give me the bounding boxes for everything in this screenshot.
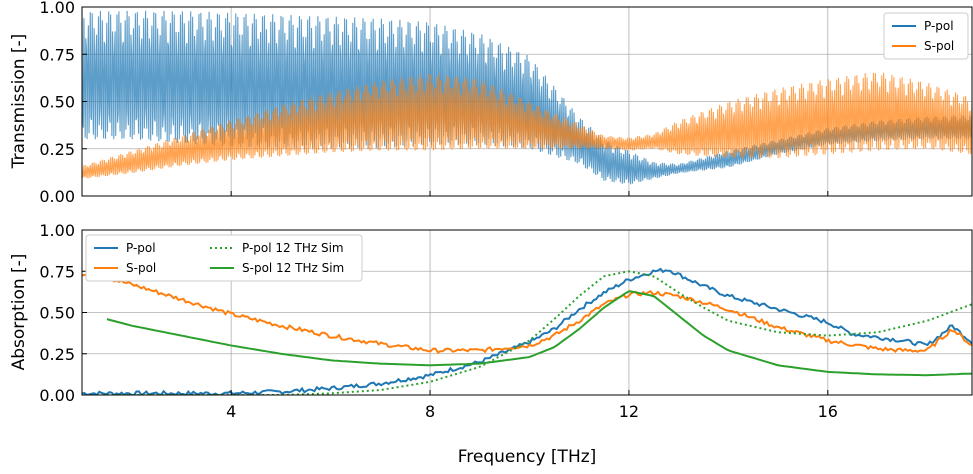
y-tick-label: 0.50 (39, 93, 75, 112)
transmission-legend: P-pol S-pol (883, 12, 969, 60)
y-tick-label: 0.00 (39, 386, 75, 405)
x-tick-label: 8 (425, 402, 435, 421)
legend-box (883, 12, 969, 60)
y-tick-label: 0.25 (39, 140, 75, 159)
y-tick-label: 0.00 (39, 187, 75, 206)
y-tick-label: 0.75 (39, 45, 75, 64)
x-tick-label: 4 (226, 402, 236, 421)
transmission-y-axis-label: Transmission [-] (9, 34, 29, 170)
legend-label-p-pol: P-pol (924, 19, 954, 33)
x-tick-label: 16 (818, 402, 838, 421)
y-tick-label: 1.00 (39, 0, 75, 17)
series-line-p-pol-12-thz-sim (106, 270, 972, 395)
transmission-y-ticks: 0.00 0.25 0.50 0.75 1.00 (39, 0, 87, 206)
series-line-p-pol (82, 267, 972, 395)
legend-label-s-pol: S-pol (126, 261, 156, 275)
y-tick-label: 0.75 (39, 262, 75, 281)
absorption-y-axis-label: Absorption [-] (9, 254, 29, 371)
y-tick-label: 1.00 (39, 221, 75, 240)
y-tick-label: 0.50 (39, 304, 75, 323)
legend-label-s-pol: S-pol (924, 39, 954, 53)
absorption-legend: P-pol S-pol P-pol 12 THz Sim S-pol 12 TH… (85, 234, 363, 282)
y-tick-label: 0.25 (39, 345, 75, 364)
transmission-series (82, 10, 972, 185)
legend-label-s-pol-sim: S-pol 12 THz Sim (242, 261, 344, 275)
series-line-s-pol (82, 72, 972, 179)
legend-label-p-pol-sim: P-pol 12 THz Sim (242, 241, 344, 255)
absorption-x-ticks: 4 8 12 16 (226, 390, 838, 421)
x-axis-label: Frequency [THz] (458, 447, 597, 467)
absorption-y-ticks: 0.00 0.25 0.50 0.75 1.00 (39, 221, 87, 405)
legend-label-p-pol: P-pol (126, 241, 156, 255)
absorption-series (82, 267, 972, 395)
series-line-s-pol-12-thz-sim (106, 290, 972, 377)
absorption-panel: 0.00 0.25 0.50 0.75 1.00 4 8 12 16 Absorption [… (9, 221, 973, 467)
x-tick-label: 12 (619, 402, 639, 421)
series-line-s-pol (82, 272, 972, 354)
legend-box (85, 234, 363, 282)
transmission-panel: 0.00 0.25 0.50 0.75 1.00 Transmission [-] P-… (9, 0, 973, 206)
transmission-x-ticks (230, 191, 829, 196)
